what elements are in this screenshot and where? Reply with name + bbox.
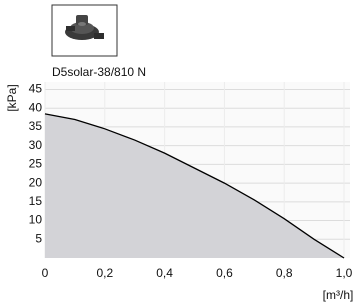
y-tick-label: 10 — [29, 213, 43, 227]
y-tick-label: 45 — [29, 82, 43, 96]
y-axis-label: [kPa] — [5, 84, 19, 111]
y-tick-label: 25 — [29, 157, 43, 171]
chart-title: D5solar-38/810 N — [52, 65, 146, 79]
y-tick-label: 5 — [35, 231, 42, 245]
x-tick-label: 0 — [42, 266, 49, 280]
x-tick-label: 0,2 — [96, 266, 113, 280]
chart: D5solar-38/810 N [kPa] [m³/h] 5 10 15 20 25 3… — [0, 0, 359, 303]
y-tick-label: 35 — [29, 119, 43, 133]
x-axis-label: [m³/h] — [323, 288, 354, 302]
y-tick-label: 20 — [29, 175, 43, 189]
x-tick-label: 1,0 — [336, 266, 353, 280]
x-tick-label: 0,6 — [216, 266, 233, 280]
y-tick-label: 15 — [29, 194, 43, 208]
x-tick-label: 0,4 — [156, 266, 173, 280]
y-tick-label: 40 — [29, 100, 43, 114]
y-tick-label: 30 — [29, 138, 43, 152]
x-tick-label: 0,8 — [276, 266, 293, 280]
